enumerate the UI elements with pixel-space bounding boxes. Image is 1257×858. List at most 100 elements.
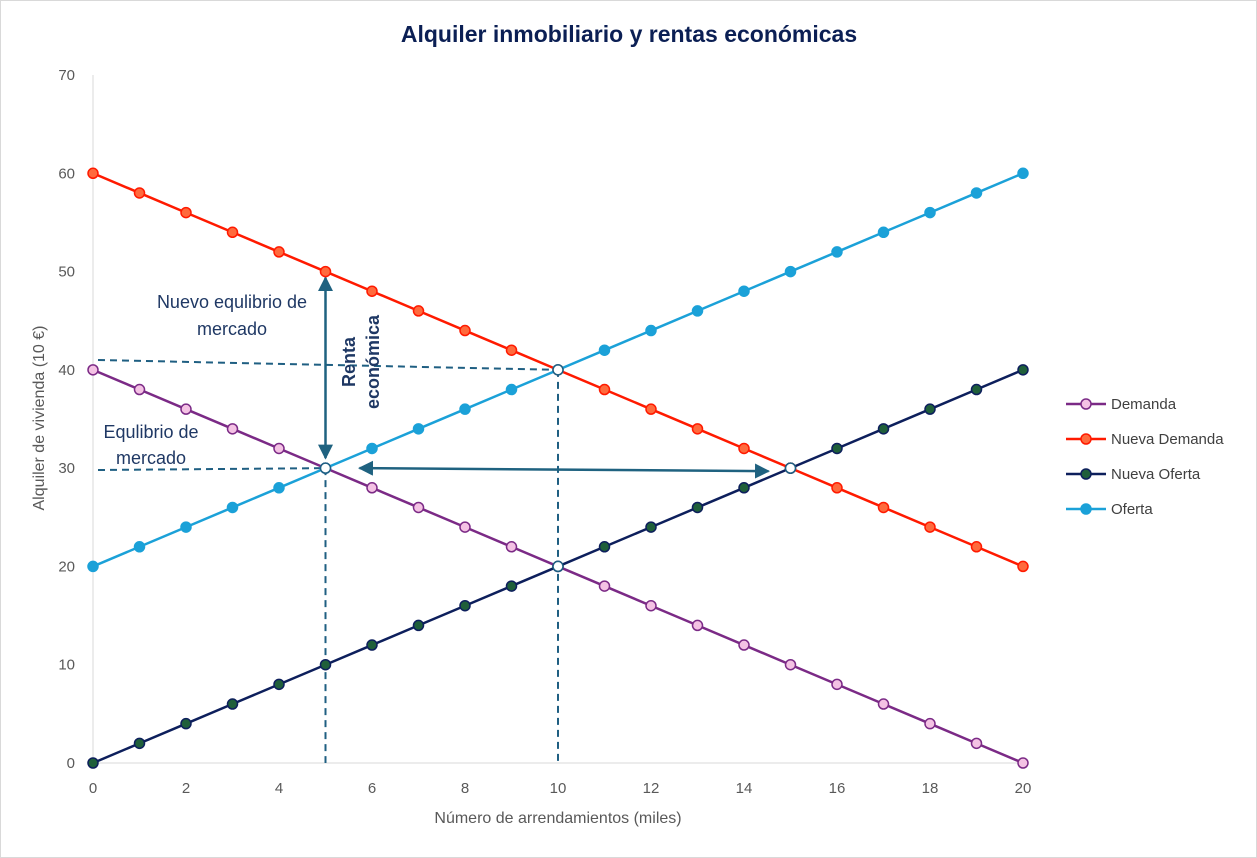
data-point	[598, 541, 611, 553]
data-point	[87, 167, 99, 180]
annotations: Nuevo equlibrio de mercado Equlibrio de …	[103, 292, 383, 468]
legend-item: Demanda	[1066, 396, 1177, 413]
data-point	[970, 187, 983, 199]
legend-label: Demanda	[1111, 396, 1177, 413]
data-point	[133, 187, 146, 199]
data-point	[831, 482, 843, 494]
data-point	[738, 482, 750, 494]
y-tick-label: 0	[67, 755, 75, 772]
data-point	[598, 580, 611, 592]
legend-item: Nueva Oferta	[1066, 466, 1201, 483]
data-point	[273, 678, 285, 691]
data-point	[784, 658, 797, 671]
intersection-point	[552, 560, 564, 573]
data-point	[366, 639, 378, 651]
data-point	[645, 403, 657, 415]
series-nueva-demanda	[87, 167, 1029, 573]
legend-swatch-marker	[1080, 468, 1092, 480]
data-point	[645, 521, 657, 533]
data-point	[273, 442, 285, 455]
data-point	[226, 501, 239, 514]
data-point	[970, 383, 983, 396]
x-tick-label: 2	[182, 780, 190, 797]
intersection-point	[784, 462, 797, 474]
data-point	[505, 344, 518, 356]
legend-item: Nueva Demanda	[1066, 431, 1224, 448]
y-tick-label: 40	[58, 362, 75, 379]
data-point	[598, 383, 611, 396]
annotation-equilibrio-line2: mercado	[116, 448, 186, 468]
data-point	[133, 541, 146, 553]
intersection-point	[552, 364, 564, 376]
data-point	[691, 501, 704, 514]
data-point	[738, 639, 750, 651]
data-point	[319, 265, 332, 278]
legend-swatch-marker	[1080, 433, 1092, 445]
data-point	[831, 442, 843, 455]
legend: Demanda Nueva Demanda Nueva Oferta Oferta	[1066, 396, 1224, 518]
x-tick-label: 8	[461, 780, 469, 797]
x-tick-label: 6	[368, 780, 376, 797]
x-tick-label: 4	[275, 780, 283, 797]
data-point	[691, 619, 704, 632]
data-point	[877, 226, 890, 239]
data-point	[691, 305, 704, 317]
data-point	[459, 403, 471, 415]
legend-item: Oferta	[1066, 501, 1153, 518]
data-point	[459, 324, 471, 337]
series-lines	[87, 167, 1029, 769]
data-point	[1017, 364, 1029, 376]
data-point	[366, 285, 378, 297]
y-tick-label: 20	[58, 558, 75, 575]
x-tick-label: 16	[829, 780, 846, 797]
data-point	[87, 364, 99, 376]
data-point	[133, 383, 146, 396]
data-point	[412, 305, 425, 317]
data-point	[924, 403, 936, 415]
annotation-renta-line1: Renta	[339, 336, 359, 387]
x-tick-label: 0	[89, 780, 97, 797]
x-tick-label: 18	[922, 780, 939, 797]
x-tick-label: 10	[550, 780, 567, 797]
axes: 0 10 20 30 40 50 60 70 0 2 4 6 8 10 12 14 16 18 20	[58, 67, 1031, 797]
data-point	[505, 580, 518, 592]
data-point	[412, 619, 425, 632]
data-point	[180, 521, 192, 533]
data-point	[505, 383, 518, 396]
horizontal-shift-arrow	[358, 460, 770, 479]
annotation-equilibrio-line1: Equlibrio de	[103, 422, 198, 442]
data-point	[1017, 757, 1029, 769]
data-point	[738, 442, 750, 455]
data-point	[924, 521, 936, 533]
legend-swatch-marker	[1080, 398, 1092, 410]
data-point	[180, 403, 192, 415]
data-point	[1017, 560, 1029, 573]
data-point	[784, 265, 797, 278]
data-point	[877, 501, 890, 514]
data-point	[180, 206, 192, 219]
data-point	[87, 560, 99, 573]
legend-label: Oferta	[1111, 501, 1153, 518]
data-point	[970, 737, 983, 750]
x-tick-label: 20	[1015, 780, 1032, 797]
data-point	[598, 344, 611, 356]
y-tick-label: 60	[58, 165, 75, 182]
data-point	[412, 423, 425, 435]
legend-label: Nueva Oferta	[1111, 466, 1201, 483]
x-axis-label: Número de arrendamientos (miles)	[434, 810, 681, 827]
annotation-renta-line2: económica	[363, 314, 383, 409]
data-point	[877, 423, 890, 435]
data-point	[691, 423, 704, 435]
data-point	[738, 285, 750, 297]
x-tick-label: 12	[643, 780, 660, 797]
data-point	[273, 482, 285, 494]
annotation-nuevo-equilibrio-line2: mercado	[197, 319, 267, 339]
intersection-point	[319, 462, 332, 474]
data-point	[924, 717, 936, 730]
data-point	[412, 501, 425, 514]
data-point	[226, 423, 239, 435]
data-point	[366, 442, 378, 455]
data-point	[877, 698, 890, 710]
